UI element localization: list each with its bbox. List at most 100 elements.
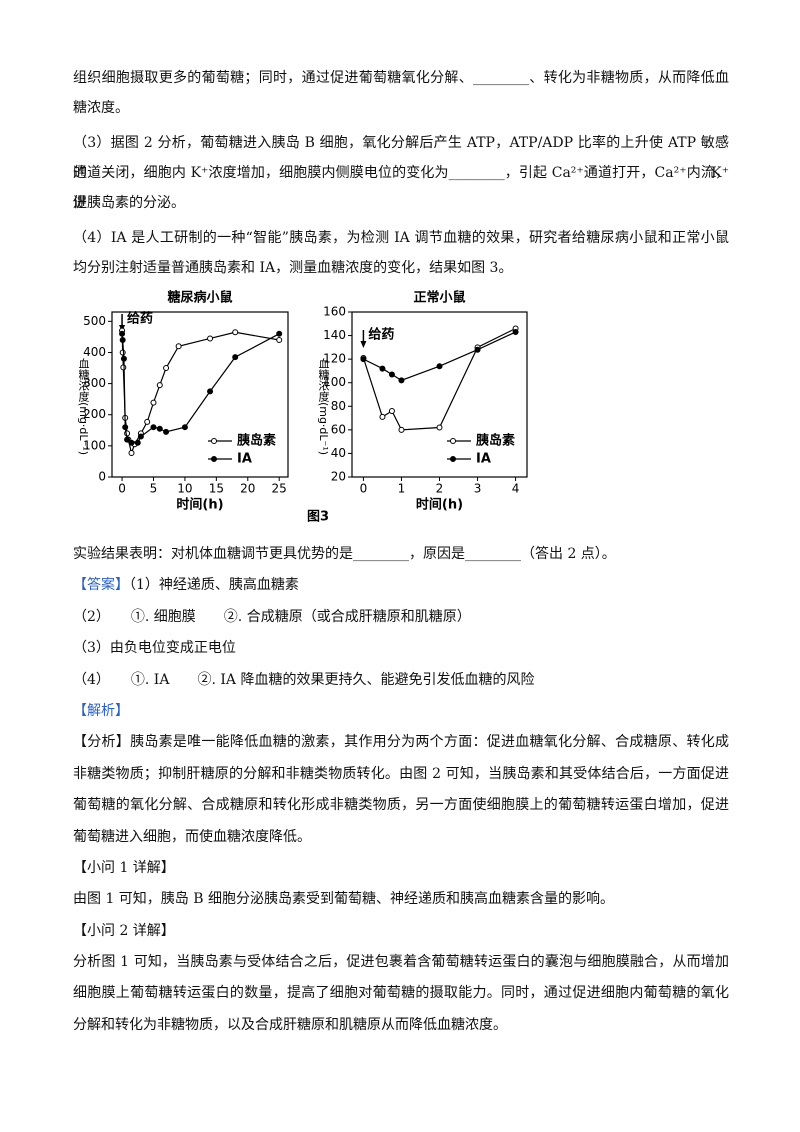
text: 【分析】胰岛素是唯一能降低血糖的激素，其作用分为两个方面：促进血糖氧化分解、合成… <box>73 734 729 751</box>
paragraph: 【小问 2 详解】 <box>73 916 729 947</box>
legend-marker <box>211 438 217 444</box>
data-point <box>276 330 283 337</box>
text: 实验结果表明：对机体血糖调节更具优势的是________，原因是________… <box>73 546 616 562</box>
data-point <box>436 424 443 431</box>
text: 通道关闭，细胞内 K⁺浓度增加，细胞膜内侧膜电位的变化为________，引起 … <box>73 165 729 211</box>
x-tick-label: 1 <box>398 482 406 496</box>
data-point <box>128 439 135 446</box>
section-label: 【答案】 <box>73 577 129 594</box>
x-tick-label: 0 <box>360 482 368 496</box>
data-point <box>512 329 519 336</box>
legend-label: IA <box>237 452 252 467</box>
text: 细胞膜上葡萄糖转运蛋白的数量，提高了细胞对葡萄糖的摄取能力。同时，通过促进细胞内… <box>73 985 729 1002</box>
data-point <box>474 346 481 353</box>
chart-title: 正常小鼠 <box>413 290 465 306</box>
data-point <box>122 424 129 431</box>
y-tick-label: 0 <box>98 470 106 484</box>
data-point <box>379 365 386 372</box>
y-tick-label: 400 <box>83 345 106 359</box>
data-point <box>150 399 157 406</box>
line: 【解析】 <box>73 696 729 727</box>
data-point <box>156 425 163 432</box>
x-tick-label: 3 <box>474 482 482 496</box>
data-point <box>128 450 135 457</box>
data-point <box>144 418 151 425</box>
paragraph: （3）由负电位变成正电位 <box>73 633 729 664</box>
paragraph: 【答案】（1）神经递质、胰高血糖素 <box>73 570 729 601</box>
y-tick-label: 20 <box>331 470 346 484</box>
data-point <box>120 364 127 371</box>
text: （4）IA 是人工研制的一种“智能”胰岛素，为检测 IA 调节血糖的效果，研究者… <box>73 230 729 246</box>
y-tick-label: 100 <box>83 438 106 452</box>
text-line: 通道关闭，细胞内 K⁺浓度增加，细胞膜内侧膜电位的变化为________，引起 … <box>73 158 729 211</box>
x-tick-label: 15 <box>209 482 224 496</box>
text-line: 实验结果表明：对机体血糖调节更具优势的是________，原因是________… <box>73 539 729 570</box>
text-line: 分析图 1 可知，当胰岛素与受体结合之后，促进包裹着含葡萄糖转运蛋白的囊泡与细胞… <box>73 947 729 978</box>
x-axis-label: 时间(h) <box>176 497 223 513</box>
y-tick-label: 140 <box>323 328 346 342</box>
document: 组织细胞摄取更多的葡萄糖；同时，通过促进葡萄糖氧化分解、________、转化为… <box>73 63 729 1041</box>
y-tick-label: 120 <box>323 352 346 366</box>
legend-label: 胰岛素 <box>476 433 515 449</box>
text-line: 【小问 2 详解】 <box>73 916 729 947</box>
x-tick-label: 2 <box>436 482 444 496</box>
text-line: （4）IA 是人工研制的一种“智能”胰岛素，为检测 IA 调节血糖的效果，研究者… <box>73 223 729 253</box>
text: （4） ①. IA ②. IA 降血糖的效果更持久、能避免引发低血糖的风险 <box>73 671 535 688</box>
text: 糖浓度。 <box>73 100 129 116</box>
text-line: 【答案】（1）神经递质、胰高血糖素 <box>73 570 729 601</box>
text: 组织细胞摄取更多的葡萄糖；同时，通过促进葡萄糖氧化分解、________、转化为… <box>73 70 729 86</box>
data-point <box>207 335 214 342</box>
paragraph: 实验结果表明：对机体血糖调节更具优势的是________，原因是________… <box>73 539 729 570</box>
x-tick-label: 0 <box>118 482 126 496</box>
paragraph: 组织细胞摄取更多的葡萄糖；同时，通过促进葡萄糖氧化分解、________、转化为… <box>73 63 729 123</box>
text-line: 进胰岛素的分泌。 <box>73 188 729 218</box>
data-point <box>119 337 126 344</box>
text-line: 糖浓度。 <box>73 93 729 123</box>
text-line: 由图 1 可知，胰岛 B 细胞分泌胰岛素受到葡萄糖、神经递质和胰高血糖素含量的影… <box>73 884 729 915</box>
paragraph: 【分析】胰岛素是唯一能降低血糖的激素，其作用分为两个方面：促进血糖氧化分解、合成… <box>73 727 729 853</box>
annotation: 给药 <box>127 311 153 327</box>
data-point <box>207 388 214 395</box>
annotation-arrowhead <box>360 341 367 348</box>
data-point <box>360 356 367 363</box>
data-point <box>156 382 163 389</box>
text-line: 葡萄糖进入细胞，而使血糖浓度降低。 <box>73 822 729 853</box>
text: （2） ①. 细胞膜 ②. 合成糖原（或合成肝糖原和肌糖原） <box>73 608 471 625</box>
text-line: （3）据图 2 分析，葡萄糖进入胰岛 B 细胞，氧化分解后产生 ATP，ATP/… <box>73 128 729 181</box>
paragraph: （4） ①. IA ②. IA 降血糖的效果更持久、能避免引发低血糖的风险 <box>73 665 729 696</box>
data-point <box>163 428 170 435</box>
data-point <box>137 433 144 440</box>
figure-caption: 图3 <box>307 510 329 525</box>
text: 由图 1 可知，胰岛 B 细胞分泌胰岛素受到葡萄糖、神经递质和胰高血糖素含量的影… <box>73 891 614 908</box>
text: （3）由负电位变成正电位 <box>73 640 236 657</box>
text: 进胰岛素的分泌。 <box>73 195 185 211</box>
text-line: 分解和转化为非糖物质，以及合成肝糖原和肌糖原从而降低血糖浓度。 <box>73 1010 729 1041</box>
data-point <box>398 377 405 384</box>
data-point <box>181 424 188 431</box>
text-line: 【小问 1 详解】 <box>73 853 729 884</box>
legend-marker <box>450 438 456 444</box>
legend-marker <box>211 456 217 462</box>
x-tick-label: 5 <box>150 482 158 496</box>
text: 【小问 2 详解】 <box>73 922 175 939</box>
text-line: （2） ①. 细胞膜 ②. 合成糖原（或合成肝糖原和肌糖原） <box>73 602 729 633</box>
y-axis-label: 血糖浓度(mg·dL⁻¹) <box>77 357 90 455</box>
annotation: 给药 <box>368 327 394 343</box>
data-point <box>379 413 386 420</box>
y-tick-label: 200 <box>83 407 106 421</box>
data-point <box>436 363 443 370</box>
y-axis-label: 血糖浓度(mg·dL⁻¹) <box>317 357 330 455</box>
x-tick-label: 4 <box>512 482 520 496</box>
data-point <box>175 343 182 350</box>
text: 分析图 1 可知，当胰岛素与受体结合之后，促进包裹着含葡萄糖转运蛋白的囊泡与细胞… <box>73 954 729 971</box>
data-point <box>388 408 395 414</box>
paragraph: （3）据图 2 分析，葡萄糖进入胰岛 B 细胞，氧化分解后产生 ATP，ATP/… <box>73 128 729 218</box>
data-point <box>163 365 170 372</box>
paragraph: 由图 1 可知，胰岛 B 细胞分泌胰岛素受到葡萄糖、神经递质和胰高血糖素含量的影… <box>73 884 729 915</box>
paragraph: 【小问 1 详解】 <box>73 853 729 884</box>
x-tick-label: 20 <box>240 482 255 496</box>
data-point <box>119 349 126 356</box>
y-tick-label: 40 <box>331 446 346 460</box>
legend-marker <box>450 456 456 462</box>
paragraph: （4）IA 是人工研制的一种“智能”胰岛素，为检测 IA 调节血糖的效果，研究者… <box>73 223 729 283</box>
